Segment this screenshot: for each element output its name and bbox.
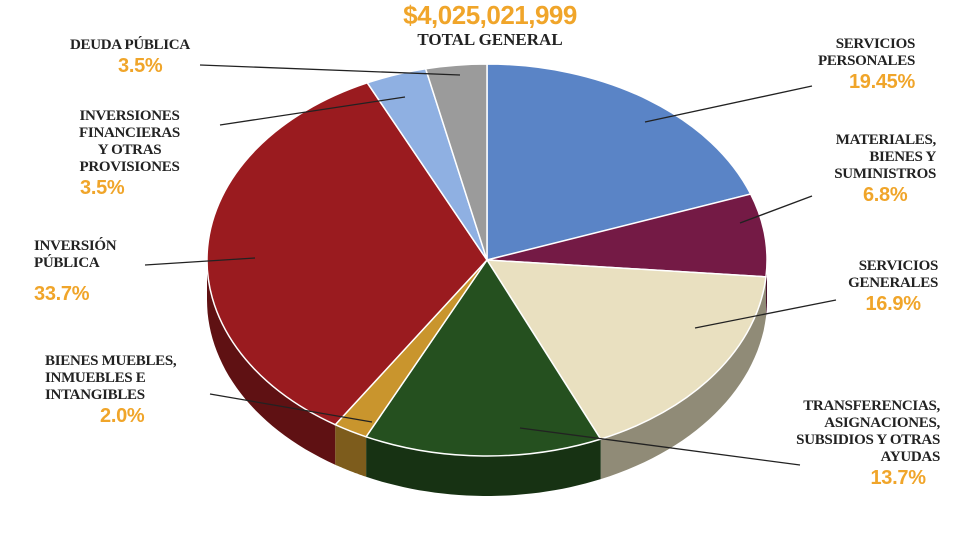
label-bienes-muebles: BIENES MUEBLES, INMUEBLES E INTANGIBLES … <box>45 353 177 428</box>
slice <box>486 63 752 261</box>
label-servicios-generales: SERVICIOS GENERALES 16.9% <box>848 258 938 316</box>
chart-header: $4,025,021,999 TOTAL GENERAL <box>340 0 640 50</box>
leader-line <box>519 427 801 466</box>
chart-subtitle: TOTAL GENERAL <box>417 30 563 49</box>
slice-label: TRANSFERENCIAS, ASIGNACIONES, SUBSIDIOS … <box>796 398 940 465</box>
leader-line <box>739 195 813 224</box>
slice-label: SERVICIOS GENERALES <box>848 258 938 291</box>
slice <box>364 258 602 457</box>
label-servicios-personales: SERVICIOS PERSONALES 19.45% <box>818 36 915 94</box>
slice-pct: 6.8% <box>862 184 908 206</box>
slice-label: INVERSIÓN PÚBLICA <box>34 238 117 271</box>
slice-pct: 13.7% <box>870 467 926 489</box>
slice-pct: 2.0% <box>100 405 145 427</box>
chart-title: $4,025,021,999 <box>403 0 577 30</box>
slice-pct: 16.9% <box>865 293 921 315</box>
slice <box>485 259 767 441</box>
leader-line <box>644 85 813 123</box>
label-transferencias: TRANSFERENCIAS, ASIGNACIONES, SUBSIDIOS … <box>796 398 940 490</box>
slice-side <box>335 424 367 477</box>
slice-label: INVERSIONES FINANCIERAS Y OTRAS PROVISIO… <box>79 108 180 175</box>
slice-label: DEUDA PÚBLICA <box>70 37 190 53</box>
leader-line <box>144 257 256 266</box>
label-deuda-publica: DEUDA PÚBLICA 3.5% <box>70 37 190 78</box>
leader-line <box>199 64 461 76</box>
leader-line <box>694 299 837 329</box>
slice-side <box>207 260 336 465</box>
slice-pct: 33.7% <box>34 283 90 305</box>
slice <box>486 193 768 278</box>
slice <box>424 63 488 261</box>
slice-pct: 3.5% <box>118 55 163 77</box>
slice-pct: 3.5% <box>80 177 125 199</box>
slice-label: SERVICIOS PERSONALES <box>817 36 915 69</box>
slice-pct: 19.45% <box>848 71 915 93</box>
slice-label: MATERIALES, BIENES Y SUMINISTROS <box>834 132 936 182</box>
slice <box>206 81 488 426</box>
label-inversion-publica: INVERSIÓN PÚBLICA 33.7% <box>34 238 117 306</box>
label-materiales: MATERIALES, BIENES Y SUMINISTROS 6.8% <box>834 132 936 207</box>
label-inversiones-financieras: INVERSIONES FINANCIERAS Y OTRAS PROVISIO… <box>52 108 207 200</box>
slice-label: BIENES MUEBLES, INMUEBLES E INTANGIBLES <box>45 353 177 403</box>
leader-line <box>209 393 373 423</box>
slice-side <box>600 276 766 480</box>
leader-line <box>219 96 406 126</box>
